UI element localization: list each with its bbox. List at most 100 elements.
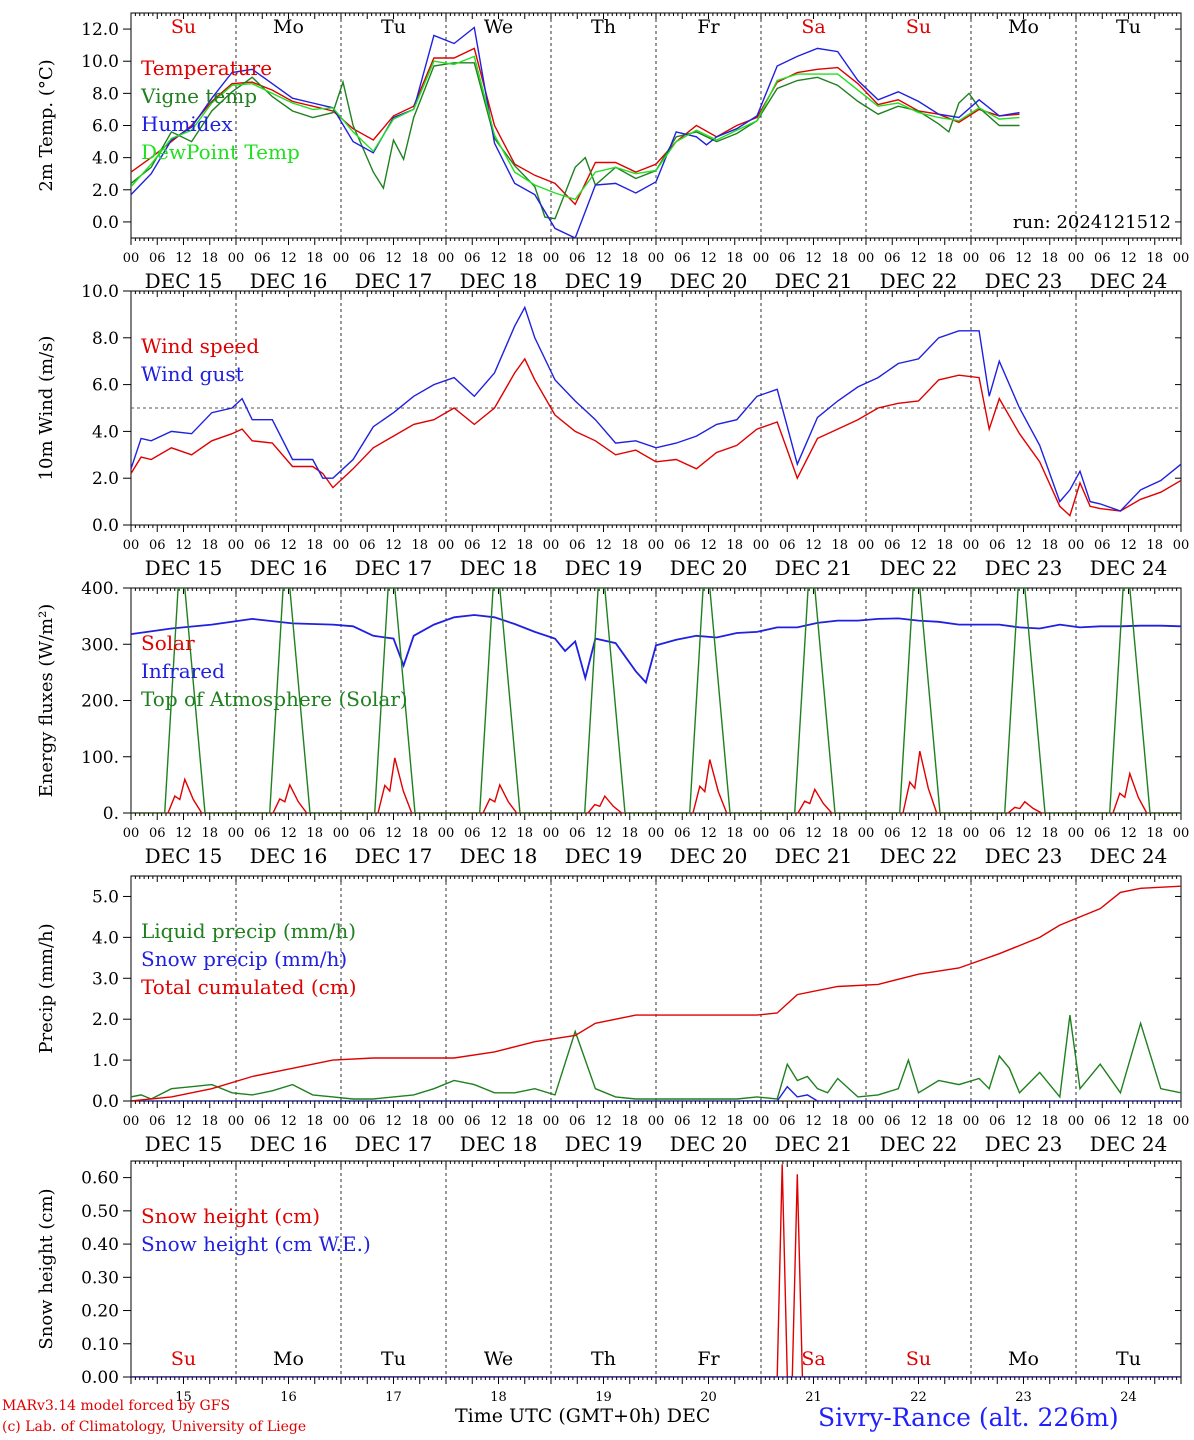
x-tick-label: 00 — [123, 251, 140, 266]
x-tick-label: 00 — [333, 826, 350, 841]
weekday-label: Tu — [381, 16, 406, 38]
date-label: DEC 17 — [355, 269, 433, 293]
y-tick-label: 0.20 — [81, 1302, 119, 1322]
date-label: DEC 18 — [460, 556, 538, 580]
date-label: DEC 21 — [775, 556, 853, 580]
x-tick-label: 00 — [963, 826, 980, 841]
x-tick-label: 18 — [516, 251, 533, 266]
weekday-label: Th — [591, 16, 616, 38]
x-tick-label: 06 — [149, 1114, 166, 1129]
series-line-temperature — [131, 47, 1020, 206]
y-tick-label: 4.0 — [92, 422, 119, 442]
x-tick-label: 00 — [438, 538, 455, 553]
x-tick-label: 06 — [1094, 1114, 1111, 1129]
x-tick-label: 00 — [963, 538, 980, 553]
weekday-label: Fr — [697, 16, 720, 38]
x-tick-label: 06 — [569, 1114, 586, 1129]
day-number: 24 — [1120, 1390, 1137, 1405]
x-tick-label: 18 — [831, 1114, 848, 1129]
series-line-liquid-precip-mm-h- — [131, 1015, 1181, 1100]
x-tick-label: 12 — [280, 538, 297, 553]
x-tick-label: 00 — [1173, 251, 1190, 266]
series-line-snow-height-cm- — [131, 1164, 1181, 1377]
y-tick-label: 4.0 — [92, 149, 119, 169]
weekday-label: Mo — [273, 1348, 304, 1370]
date-label: DEC 22 — [880, 269, 958, 293]
y-tick-label: 0. — [103, 804, 119, 824]
weekday-label: Su — [906, 16, 931, 38]
x-tick-label: 12 — [595, 251, 612, 266]
y-tick-label: 1.0 — [92, 1051, 119, 1071]
x-tick-label: 12 — [700, 1114, 717, 1129]
x-tick-label: 18 — [201, 251, 218, 266]
x-tick-label: 18 — [1146, 1114, 1163, 1129]
x-tick-label: 06 — [359, 826, 376, 841]
x-tick-label: 12 — [700, 538, 717, 553]
x-tick-label: 06 — [779, 826, 796, 841]
x-tick-label: 00 — [648, 826, 665, 841]
x-tick-label: 18 — [201, 826, 218, 841]
date-label: DEC 17 — [355, 844, 433, 868]
x-tick-label: 00 — [543, 251, 560, 266]
y-axis-label: 10m Wind (m/s) — [36, 336, 57, 481]
x-tick-label: 06 — [884, 1114, 901, 1129]
x-tick-label: 00 — [1068, 826, 1085, 841]
x-tick-label: 12 — [490, 251, 507, 266]
x-tick-label: 06 — [254, 251, 271, 266]
x-tick-label: 18 — [621, 538, 638, 553]
x-tick-label: 00 — [438, 1114, 455, 1129]
y-tick-label: 0.50 — [81, 1202, 119, 1222]
date-label: DEC 22 — [880, 556, 958, 580]
x-tick-label: 00 — [1173, 538, 1190, 553]
legend-entry: Wind gust — [141, 362, 244, 386]
x-tick-label: 00 — [963, 1114, 980, 1129]
date-label: DEC 16 — [250, 269, 328, 293]
x-tick-label: 06 — [674, 826, 691, 841]
panel-2 — [123, 290, 1182, 532]
run-annotation: run: 2024121512 — [1013, 212, 1171, 233]
legend-entry: Vigne temp — [140, 84, 257, 108]
y-tick-label: 2.0 — [92, 181, 119, 201]
x-tick-label: 00 — [123, 1114, 140, 1129]
x-tick-label: 06 — [989, 538, 1006, 553]
y-tick-label: 0.0 — [92, 1092, 119, 1112]
x-tick-label: 06 — [254, 826, 271, 841]
x-tick-label: 12 — [1120, 1114, 1137, 1129]
date-label: DEC 23 — [985, 269, 1063, 293]
x-tick-label: 18 — [411, 538, 428, 553]
x-tick-label: 12 — [910, 826, 927, 841]
x-tick-label: 00 — [543, 826, 560, 841]
x-tick-label: 18 — [516, 826, 533, 841]
x-tick-label: 06 — [884, 251, 901, 266]
x-tick-label: 06 — [989, 1114, 1006, 1129]
x-tick-label: 06 — [674, 251, 691, 266]
weekday-label: Mo — [273, 16, 304, 38]
x-tick-label: 00 — [228, 1114, 245, 1129]
x-tick-label: 06 — [779, 251, 796, 266]
x-tick-label: 18 — [1146, 538, 1163, 553]
weekday-label: Tu — [1116, 1348, 1141, 1370]
y-tick-label: 3.0 — [92, 969, 119, 989]
x-tick-label: 12 — [595, 1114, 612, 1129]
x-tick-label: 00 — [333, 251, 350, 266]
x-tick-label: 18 — [306, 251, 323, 266]
series-line-total-cumulated-cm- — [131, 885, 1181, 1101]
y-axis-label: Snow height (cm) — [36, 1188, 57, 1349]
date-label: DEC 24 — [1090, 269, 1168, 293]
x-tick-label: 12 — [175, 251, 192, 266]
x-tick-label: 00 — [858, 538, 875, 553]
y-tick-label: 300. — [81, 635, 119, 655]
y-tick-label: 0.0 — [92, 213, 119, 233]
x-tick-label: 00 — [123, 826, 140, 841]
x-tick-label: 18 — [411, 1114, 428, 1129]
x-tick-label: 12 — [490, 1114, 507, 1129]
x-tick-label: 12 — [700, 826, 717, 841]
y-tick-label: 10.0 — [81, 282, 119, 302]
x-tick-label: 18 — [831, 538, 848, 553]
x-tick-label: 18 — [411, 251, 428, 266]
weekday-label: Fr — [697, 1348, 720, 1370]
x-tick-label: 12 — [1015, 826, 1032, 841]
legend-entry: Solar — [141, 631, 195, 655]
series-line-dewpoint-temp — [131, 55, 1020, 201]
weekday-label: Su — [171, 16, 196, 38]
